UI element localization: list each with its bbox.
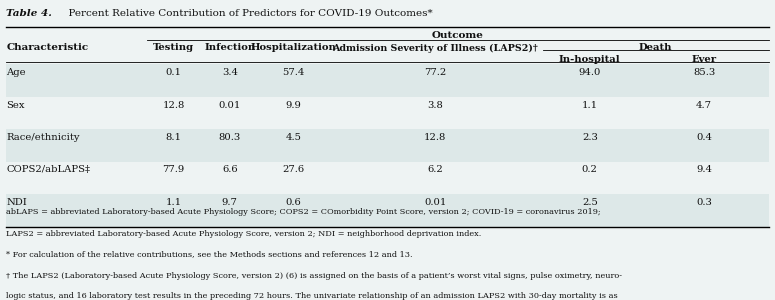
- Text: 1.1: 1.1: [582, 100, 598, 109]
- Bar: [6, 97, 769, 129]
- Bar: [6, 162, 769, 194]
- Text: * For calculation of the relative contributions, see the Methods sections and re: * For calculation of the relative contri…: [6, 250, 413, 259]
- Text: 12.8: 12.8: [163, 100, 184, 109]
- Text: Table 4.: Table 4.: [6, 9, 52, 18]
- Text: Sex: Sex: [6, 100, 25, 109]
- Text: 27.6: 27.6: [283, 165, 305, 174]
- Text: 4.7: 4.7: [696, 100, 712, 109]
- Text: Hospitalization: Hospitalization: [251, 44, 336, 52]
- Text: 9.4: 9.4: [696, 165, 712, 174]
- Text: 85.3: 85.3: [693, 68, 715, 77]
- Text: 57.4: 57.4: [283, 68, 305, 77]
- Text: Death: Death: [639, 44, 673, 52]
- Text: Age: Age: [6, 68, 26, 77]
- Text: 3.4: 3.4: [222, 68, 238, 77]
- Bar: [6, 64, 769, 97]
- Text: 2.3: 2.3: [582, 133, 598, 142]
- Text: 77.2: 77.2: [424, 68, 446, 77]
- Text: 0.01: 0.01: [424, 198, 446, 207]
- Text: Ever: Ever: [691, 55, 717, 64]
- Text: abLAPS = abbreviated Laboratory-based Acute Physiology Score; COPS2 = COmorbidit: abLAPS = abbreviated Laboratory-based Ac…: [6, 208, 601, 217]
- Bar: [6, 129, 769, 162]
- Text: Testing: Testing: [153, 44, 195, 52]
- Text: 0.3: 0.3: [696, 198, 712, 207]
- Text: 4.5: 4.5: [286, 133, 301, 142]
- Text: 94.0: 94.0: [579, 68, 601, 77]
- Text: LAPS2 = abbreviated Laboratory-based Acute Physiology Score, version 2; NDI = ne: LAPS2 = abbreviated Laboratory-based Acu…: [6, 230, 481, 238]
- Text: logic status, and 16 laboratory test results in the preceding 72 hours. The univ: logic status, and 16 laboratory test res…: [6, 292, 618, 300]
- Text: Characteristic: Characteristic: [6, 44, 88, 52]
- Text: NDI: NDI: [6, 198, 27, 207]
- Text: 0.2: 0.2: [582, 165, 598, 174]
- Text: 12.8: 12.8: [424, 133, 446, 142]
- Text: 0.6: 0.6: [286, 198, 301, 207]
- Text: 8.1: 8.1: [166, 133, 181, 142]
- Text: COPS2/abLAPS‡: COPS2/abLAPS‡: [6, 165, 90, 174]
- Text: 3.8: 3.8: [427, 100, 443, 109]
- Text: 80.3: 80.3: [219, 133, 241, 142]
- Text: 2.5: 2.5: [582, 198, 598, 207]
- Text: 0.1: 0.1: [166, 68, 181, 77]
- Text: 6.6: 6.6: [222, 165, 238, 174]
- Text: Percent Relative Contribution of Predictors for COVID-19 Outcomes*: Percent Relative Contribution of Predict…: [62, 9, 432, 18]
- Text: Race/ethnicity: Race/ethnicity: [6, 133, 80, 142]
- Text: In-hospital: In-hospital: [559, 55, 621, 64]
- Text: 9.9: 9.9: [286, 100, 301, 109]
- Text: 0.01: 0.01: [219, 100, 241, 109]
- Text: 9.7: 9.7: [222, 198, 238, 207]
- Text: Outcome: Outcome: [432, 31, 484, 40]
- Text: 1.1: 1.1: [166, 198, 181, 207]
- Text: 77.9: 77.9: [163, 165, 184, 174]
- Text: Admission Severity of Illness (LAPS2)†: Admission Severity of Illness (LAPS2)†: [332, 44, 538, 52]
- Text: Infection: Infection: [204, 44, 256, 52]
- Text: † The LAPS2 (Laboratory-based Acute Physiology Score, version 2) (6) is assigned: † The LAPS2 (Laboratory-based Acute Phys…: [6, 272, 622, 280]
- Text: 0.4: 0.4: [696, 133, 712, 142]
- Bar: [6, 194, 769, 226]
- Text: 6.2: 6.2: [427, 165, 443, 174]
